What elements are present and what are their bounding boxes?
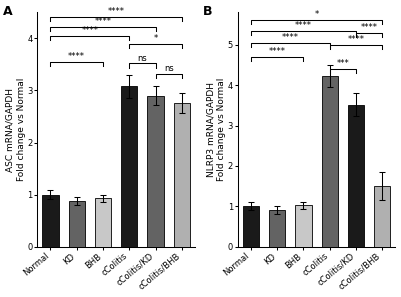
Bar xyxy=(174,103,190,247)
Bar xyxy=(295,206,312,247)
Text: A: A xyxy=(2,5,12,18)
Text: ****: **** xyxy=(81,26,98,35)
Bar xyxy=(243,206,259,247)
Text: *: * xyxy=(314,10,319,19)
Y-axis label: NLRP3 mRNA/GAPDH
Fold change vs Normal: NLRP3 mRNA/GAPDH Fold change vs Normal xyxy=(206,78,226,181)
Bar xyxy=(69,201,85,247)
Bar xyxy=(148,96,164,247)
Text: ****: **** xyxy=(95,17,111,26)
Bar xyxy=(322,76,338,247)
Text: ***: *** xyxy=(336,59,349,68)
Bar xyxy=(374,186,391,247)
Bar xyxy=(42,195,59,247)
Y-axis label: ASC mRNA/GAPDH
Fold change vs Normal: ASC mRNA/GAPDH Fold change vs Normal xyxy=(6,78,26,181)
Text: ****: **** xyxy=(107,7,125,16)
Text: ****: **** xyxy=(348,35,365,44)
Text: ns: ns xyxy=(164,64,174,73)
Text: ****: **** xyxy=(269,47,286,56)
Bar xyxy=(121,86,138,247)
Bar xyxy=(348,105,364,247)
Text: ****: **** xyxy=(295,21,312,30)
Text: B: B xyxy=(203,5,213,18)
Bar xyxy=(269,210,286,247)
Text: ****: **** xyxy=(68,52,85,61)
Text: ****: **** xyxy=(282,33,299,42)
Bar xyxy=(95,198,111,247)
Text: *: * xyxy=(154,34,158,43)
Text: ****: **** xyxy=(360,23,378,32)
Text: ns: ns xyxy=(138,53,147,63)
